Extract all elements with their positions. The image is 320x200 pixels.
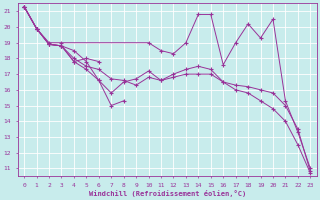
X-axis label: Windchill (Refroidissement éolien,°C): Windchill (Refroidissement éolien,°C): [89, 190, 246, 197]
